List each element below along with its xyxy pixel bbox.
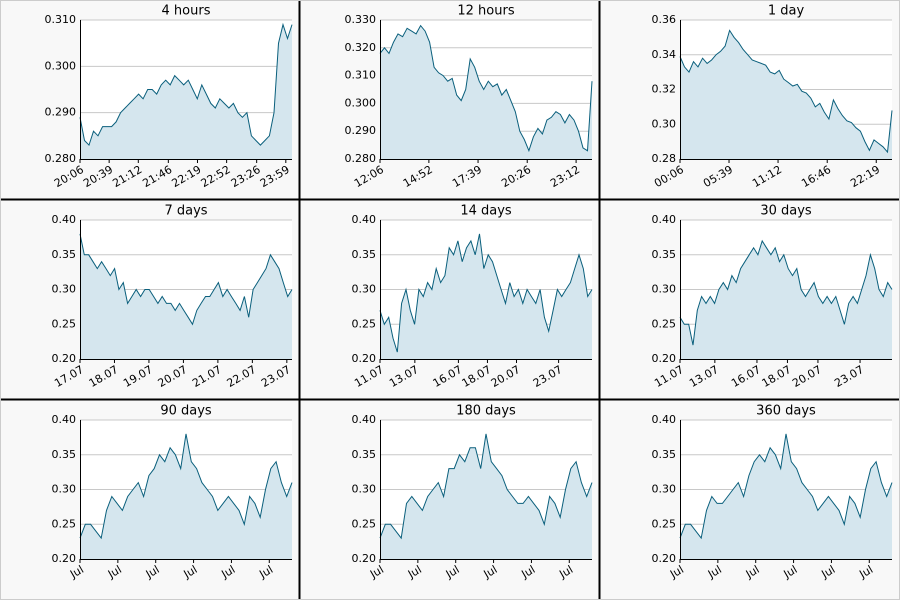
y-tick-label: 0.40 [52,213,77,226]
area [680,30,892,160]
y-tick-label: 0.280 [45,152,77,165]
line [79,233,293,326]
y-tick-label: 0.30 [52,483,77,496]
chart-title: 180 days [456,404,516,419]
y-tick-label: 0.28 [652,152,677,165]
y-tick-label: 0.30 [652,483,677,496]
y-tick-label: 0.35 [52,248,77,261]
chart-title: 1 day [768,4,805,19]
x-tick-label: Jul [143,563,162,581]
y-tick-label: 0.310 [45,13,77,26]
y-tick-label: 0.35 [352,248,377,261]
x-tick-label: Jul [443,563,462,581]
y-tick-label: 0.40 [652,413,677,426]
y-tick-label: 0.20 [52,352,77,365]
x-tick-label: Jul [67,563,86,581]
area [680,433,892,559]
y-tick-label: 0.30 [652,117,677,130]
x-tick-label: Jul [256,563,275,581]
y-tick-label: 0.25 [352,517,377,530]
y-tick-label: 0.330 [345,13,377,26]
line [79,433,293,540]
y-tick-label: 0.25 [52,317,77,330]
line [379,233,593,353]
y-tick-label: 0.25 [652,517,677,530]
x-tick-label: Jul [519,563,538,581]
x-tick-label: Jul [556,563,575,581]
y-tick-label: 0.290 [345,124,377,137]
x-tick-label: Jul [481,563,500,581]
chart-title: 12 hours [457,4,514,19]
y-tick-label: 0.310 [345,69,377,82]
y-tick-label: 0.280 [345,152,377,165]
x-tick-label: Jul [705,563,724,581]
chart-title: 360 days [756,404,816,419]
y-tick-label: 0.20 [652,552,677,565]
chart-title: 30 days [760,204,812,219]
line [379,433,593,540]
area [380,233,592,359]
y-tick-label: 0.36 [652,13,677,26]
x-tick-label: Jul [367,563,386,581]
y-tick-label: 0.32 [652,83,677,96]
x-tick-label: Jul [781,563,800,581]
y-tick-label: 0.300 [345,96,377,109]
x-tick-label: Jul [405,563,424,581]
y-tick-label: 0.40 [652,213,677,226]
line [679,29,893,154]
y-tick-label: 0.20 [352,352,377,365]
area [80,24,292,159]
y-tick-label: 0.40 [352,213,377,226]
y-tick-label: 0.20 [52,552,77,565]
x-tick-label: Jul [667,563,686,581]
area [80,433,292,559]
line [379,24,593,153]
x-tick-label: Jul [819,563,838,581]
area [680,240,892,359]
y-tick-label: 0.290 [45,106,77,119]
y-tick-label: 0.35 [652,248,677,261]
y-tick-label: 0.300 [45,59,77,72]
y-tick-label: 0.34 [652,48,677,61]
y-tick-label: 0.25 [352,317,377,330]
area [380,433,592,559]
y-tick-label: 0.25 [652,317,677,330]
y-tick-label: 0.20 [652,352,677,365]
y-tick-label: 0.35 [352,448,377,461]
y-tick-label: 0.30 [352,283,377,296]
y-tick-label: 0.40 [352,413,377,426]
y-tick-label: 0.25 [52,517,77,530]
area [380,25,592,159]
x-tick-label: Jul [743,563,762,581]
area [80,233,292,359]
y-tick-label: 0.320 [345,41,377,54]
y-tick-label: 0.20 [352,552,377,565]
y-tick-label: 0.40 [52,413,77,426]
line [79,22,293,147]
y-tick-label: 0.30 [652,283,677,296]
chart-title: 4 hours [162,4,211,19]
line [679,433,893,540]
y-tick-label: 0.35 [652,448,677,461]
chart-title: 14 days [460,204,512,219]
chart-title: 90 days [160,404,212,419]
y-tick-label: 0.35 [52,448,77,461]
x-tick-label: Jul [181,563,200,581]
line [679,239,893,346]
x-tick-label: Jul [856,563,875,581]
x-tick-label: Jul [105,563,124,581]
y-tick-label: 0.30 [52,283,77,296]
chart-title: 7 days [164,204,207,219]
y-tick-label: 0.30 [352,483,377,496]
x-tick-label: Jul [219,563,238,581]
